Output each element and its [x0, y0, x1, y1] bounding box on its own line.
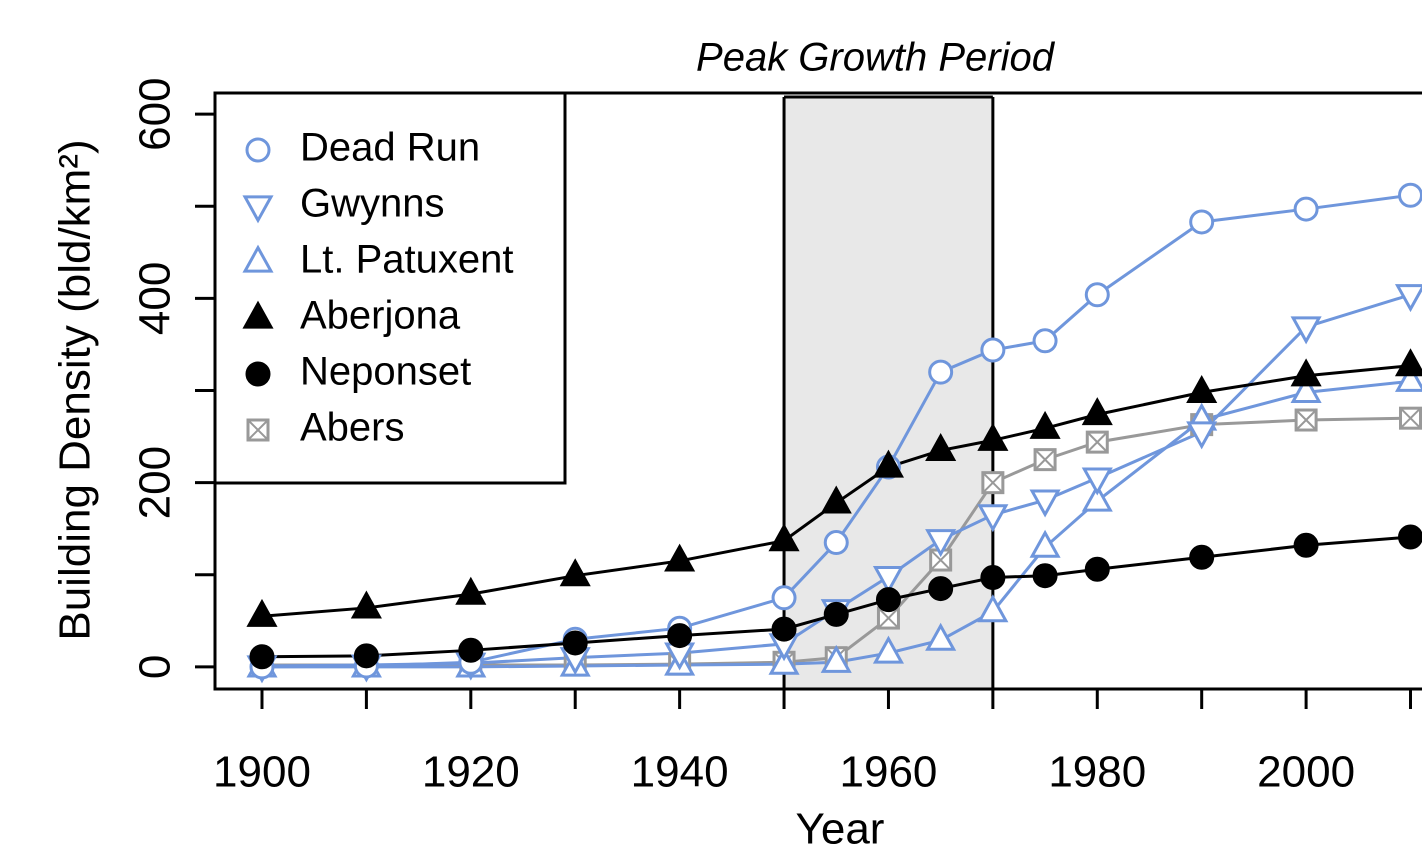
legend-label: Aberjona	[300, 294, 461, 338]
marker-cross	[982, 471, 1004, 494]
marker	[925, 529, 957, 558]
marker	[928, 576, 954, 602]
x-tick-label: 1940	[631, 748, 729, 797]
marker	[1085, 430, 1109, 454]
marker	[242, 195, 274, 224]
y-tick-label: 400	[131, 262, 180, 335]
y-axis-label: Building Density (bld/km²)	[51, 139, 100, 640]
marker	[1189, 544, 1215, 570]
marker	[249, 644, 275, 670]
marker	[768, 523, 800, 552]
marker-cross	[1295, 409, 1317, 431]
marker	[1032, 563, 1058, 589]
marker	[1081, 397, 1113, 426]
marker	[823, 530, 849, 556]
marker	[1029, 489, 1061, 518]
marker	[1290, 374, 1322, 403]
marker	[875, 587, 901, 613]
marker	[1293, 196, 1319, 222]
marker	[1029, 410, 1061, 439]
marker	[1399, 406, 1422, 430]
marker-cross	[1034, 448, 1056, 471]
marker	[245, 137, 271, 163]
marker	[981, 471, 1005, 495]
marker	[667, 623, 693, 649]
marker	[1294, 408, 1318, 432]
legend-label: Gwynns	[300, 182, 445, 226]
marker	[1293, 532, 1319, 558]
marker	[872, 566, 905, 595]
marker	[1394, 363, 1422, 392]
marker	[246, 598, 278, 627]
marker	[925, 622, 957, 651]
x-axis-label: Year	[796, 805, 885, 854]
marker	[820, 644, 852, 673]
marker	[771, 585, 797, 611]
marker	[1290, 358, 1322, 387]
marker	[242, 300, 274, 329]
marker	[1084, 556, 1110, 582]
marker	[664, 543, 696, 572]
marker	[1084, 282, 1110, 308]
marker	[980, 337, 1006, 363]
marker	[1394, 348, 1422, 377]
marker-cross	[877, 607, 900, 629]
marker	[350, 590, 382, 619]
marker	[980, 565, 1006, 591]
marker	[820, 485, 852, 514]
marker	[872, 635, 905, 664]
x-tick-label: 2000	[1257, 748, 1355, 797]
marker-cross	[1399, 407, 1422, 429]
marker	[1290, 316, 1322, 345]
marker	[768, 646, 800, 675]
marker	[1398, 182, 1422, 208]
y-tick-label: 200	[131, 446, 180, 519]
marker	[872, 449, 905, 478]
legend-box	[213, 91, 567, 485]
marker	[1394, 284, 1422, 313]
marker	[242, 244, 274, 273]
chart-title: Peak Growth Period	[696, 36, 1056, 80]
marker	[977, 594, 1009, 623]
x-tick-label: 1900	[213, 748, 311, 797]
marker	[977, 422, 1009, 451]
marker	[559, 558, 591, 587]
legend-label: Dead Run	[300, 126, 480, 170]
marker-cross	[929, 549, 952, 571]
marker-cross	[1086, 431, 1108, 453]
legend-label: Neponset	[300, 350, 471, 394]
marker	[1081, 467, 1113, 496]
legend-label: Abers	[300, 406, 405, 450]
marker-cross	[247, 419, 269, 441]
marker	[562, 630, 588, 656]
marker	[977, 504, 1009, 533]
marker	[245, 361, 271, 387]
x-tick-label: 1920	[422, 748, 520, 797]
marker	[823, 601, 849, 627]
marker	[1186, 374, 1218, 403]
marker	[1032, 328, 1058, 354]
x-tick-label: 1960	[840, 748, 938, 797]
marker	[1033, 448, 1057, 472]
marker	[1186, 421, 1218, 450]
marker	[1398, 524, 1422, 550]
marker	[1029, 529, 1061, 558]
marker	[455, 576, 487, 605]
marker	[928, 359, 954, 385]
marker	[876, 606, 900, 630]
marker	[1189, 209, 1215, 235]
y-tick-label: 0	[131, 655, 180, 679]
marker	[458, 637, 484, 663]
y-tick-label: 600	[131, 77, 180, 150]
marker	[1081, 483, 1113, 512]
marker	[925, 433, 957, 462]
x-tick-label: 1980	[1048, 748, 1146, 797]
marker	[246, 418, 270, 442]
legend-label: Lt. Patuxent	[300, 238, 513, 282]
marker	[353, 643, 379, 669]
marker	[771, 616, 797, 642]
